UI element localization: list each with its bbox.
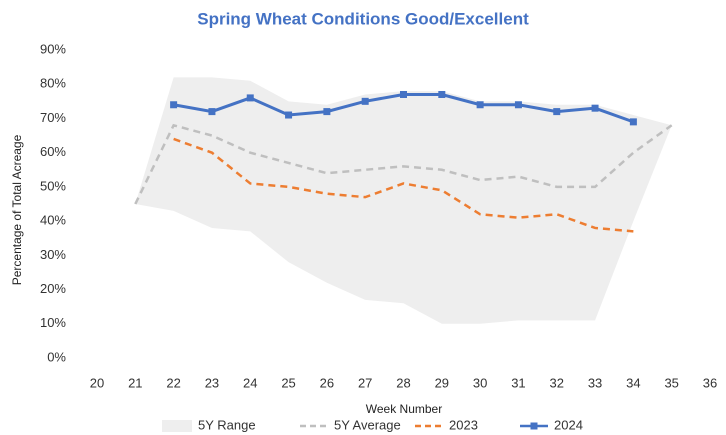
series-line [173,137,634,233]
x-tick-label: 25 [281,375,295,390]
legend-marker [530,422,538,430]
point-marker [170,101,178,109]
y-tick-label: 20% [40,281,66,296]
point-marker [476,101,484,109]
x-tick-label: 29 [435,375,449,390]
point-marker [514,101,522,109]
y-tick-label: 80% [40,76,66,91]
legend-label: 2023 [449,417,478,432]
point-marker [285,111,293,119]
y-tick-label: 0% [47,349,66,364]
series-line [134,123,673,205]
x-tick-label: 20 [90,375,104,390]
point-marker [246,94,254,102]
legend-label: 2024 [554,417,583,432]
point-marker [361,97,369,105]
chart-title: Spring Wheat Conditions Good/Excellent [197,9,529,28]
point-marker [400,90,407,98]
x-tick-label: 31 [511,375,525,390]
x-tick-label: 26 [320,375,334,390]
legend-label: 5Y Range [198,417,256,432]
legend-swatch [162,420,192,432]
x-tick-label: 27 [358,375,372,390]
point-marker [629,118,637,126]
x-tick-label: 30 [473,375,487,390]
x-tick-label: 22 [166,375,180,390]
y-axis-label: Percentage of Total Acreage [10,134,24,285]
y-tick-label: 50% [40,178,66,193]
y-tick-label: 70% [40,110,66,125]
y-tick-label: 90% [40,41,66,56]
point-marker [208,108,216,116]
point-marker [591,104,599,112]
x-axis-label: Week Number [366,402,442,416]
x-tick-label: 32 [550,375,564,390]
point-marker [553,108,561,116]
x-tick-label: 23 [205,375,219,390]
y-tick-label: 10% [40,315,66,330]
y-tick-label: 30% [40,247,66,262]
y-tick-label: 40% [40,213,66,228]
x-tick-label: 33 [588,375,602,390]
x-tick-label: 21 [128,375,142,390]
x-tick-label: 35 [664,375,678,390]
x-tick-label: 28 [396,375,410,390]
range-area [135,77,672,324]
y-tick-label: 60% [40,144,66,159]
point-marker [438,90,446,98]
x-tick-label: 24 [243,375,257,390]
x-tick-label: 34 [626,375,640,390]
x-tick-label: 36 [703,375,717,390]
point-marker [323,108,331,116]
legend-label: 5Y Average [334,417,401,432]
